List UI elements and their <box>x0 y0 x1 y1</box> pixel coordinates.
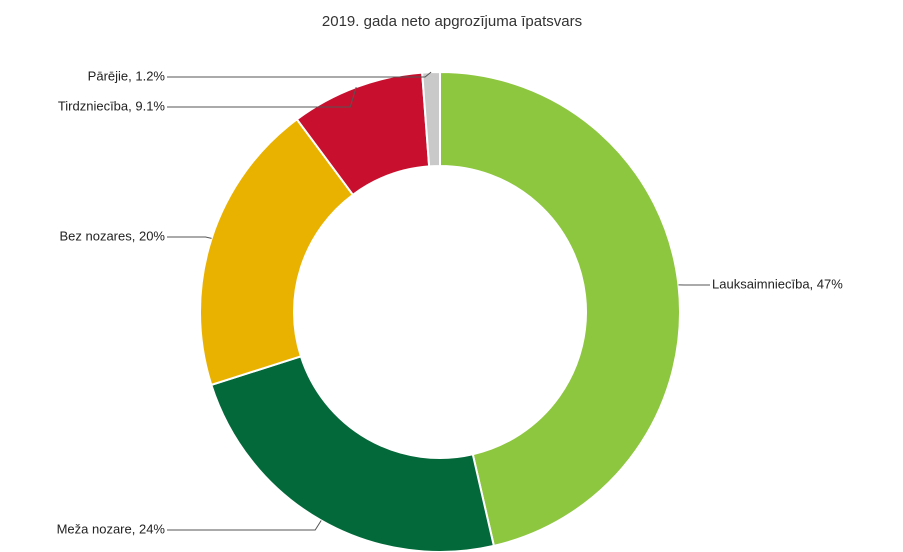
leader-line <box>167 71 432 78</box>
data-label: Pārējie, 1.2% <box>88 68 166 83</box>
leader-line <box>167 236 212 239</box>
donut-slice <box>421 70 441 168</box>
donut-slice <box>439 70 681 548</box>
donut-slice <box>199 117 355 387</box>
data-label: Tirdzniecība, 9.1% <box>58 98 166 113</box>
data-label: Bez nozares, 20% <box>59 228 165 243</box>
data-label: Lauksaimniecība, 47% <box>712 276 843 291</box>
data-label: Meža nozare, 24% <box>57 521 166 536</box>
chart-title: 2019. gada neto apgrozījuma īpatsvars <box>322 13 582 30</box>
leader-line <box>167 86 357 108</box>
donut-slice <box>210 355 496 552</box>
leader-line <box>167 520 322 531</box>
